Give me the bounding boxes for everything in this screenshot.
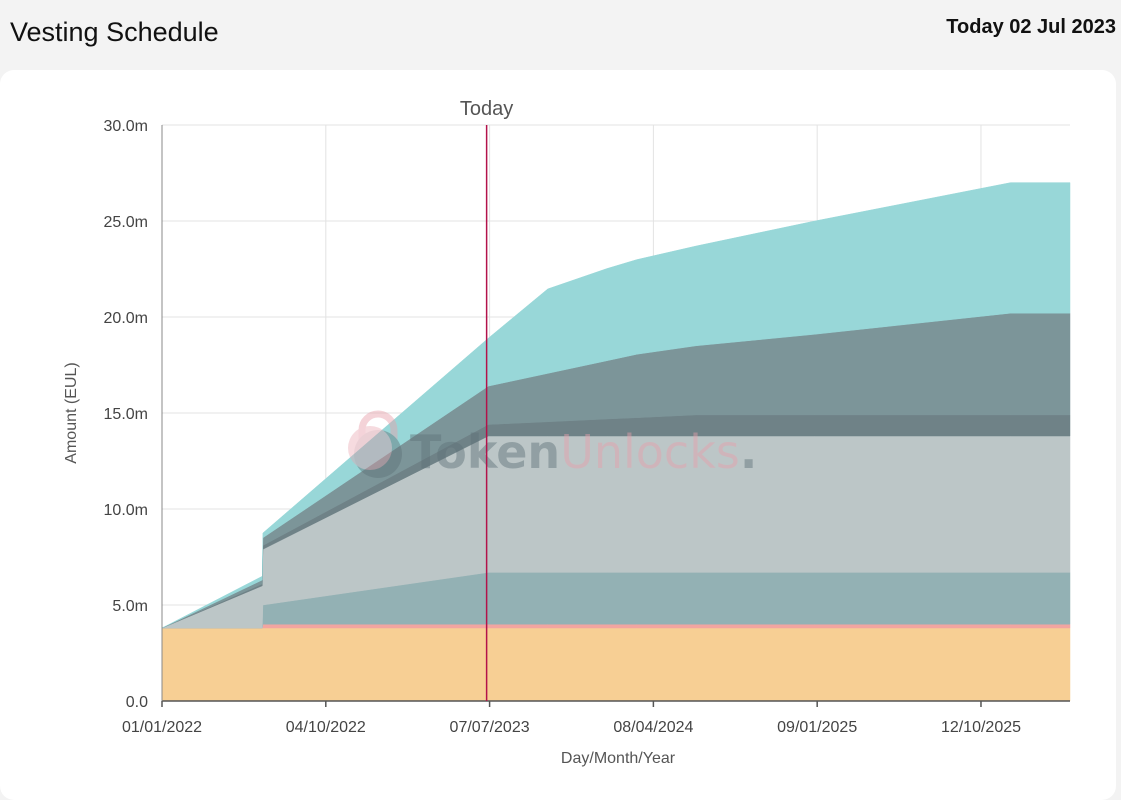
x-axis-title: Day/Month/Year <box>561 750 676 767</box>
x-tick-label: 12/10/2025 <box>941 719 1021 736</box>
svg-text:TokenUnlocks.: TokenUnlocks. <box>410 425 757 479</box>
y-tick-label: 0.0 <box>126 694 148 711</box>
today-marker: Today <box>460 98 513 701</box>
y-axis-title: Amount (EUL) <box>63 362 80 463</box>
watermark: TokenUnlocks. <box>348 410 757 479</box>
x-tick-label: 09/01/2025 <box>777 719 857 736</box>
watermark-text-token: Token <box>410 425 560 479</box>
chart-axes <box>161 125 1070 707</box>
page-title: Vesting Schedule <box>10 17 219 47</box>
area-series-1 <box>162 623 1071 629</box>
chart-areas <box>161 182 1071 702</box>
y-tick-label: 10.0m <box>104 502 148 519</box>
y-tick-label: 20.0m <box>104 310 148 327</box>
y-tick-label: 30.0m <box>104 118 148 135</box>
y-tick-label: 15.0m <box>104 406 148 423</box>
x-tick-label: 08/04/2024 <box>613 719 693 736</box>
x-tick-label: 01/01/2022 <box>122 719 202 736</box>
chart-labels: 0.0 5.0m 10.0m 15.0m 20.0m 25.0m 30.0m 01/01/20… <box>63 118 1021 767</box>
y-tick-label: 25.0m <box>104 214 148 231</box>
area-series-6 <box>161 182 1071 629</box>
today-line-label: Today <box>460 98 513 120</box>
watermark-text-unlocks: Unlocks <box>560 425 740 479</box>
watermark-dot: . <box>740 425 757 479</box>
today-date-label: Today 02 Jul 2023 <box>946 16 1116 38</box>
lock-icon <box>348 410 402 478</box>
y-tick-label: 5.0m <box>112 598 148 615</box>
x-tick-label: 07/07/2023 <box>450 719 530 736</box>
area-series-0 <box>161 627 1071 702</box>
x-tick-label: 04/10/2022 <box>286 719 366 736</box>
header: Vesting Schedule Today 02 Jul 2023 <box>0 0 1121 70</box>
